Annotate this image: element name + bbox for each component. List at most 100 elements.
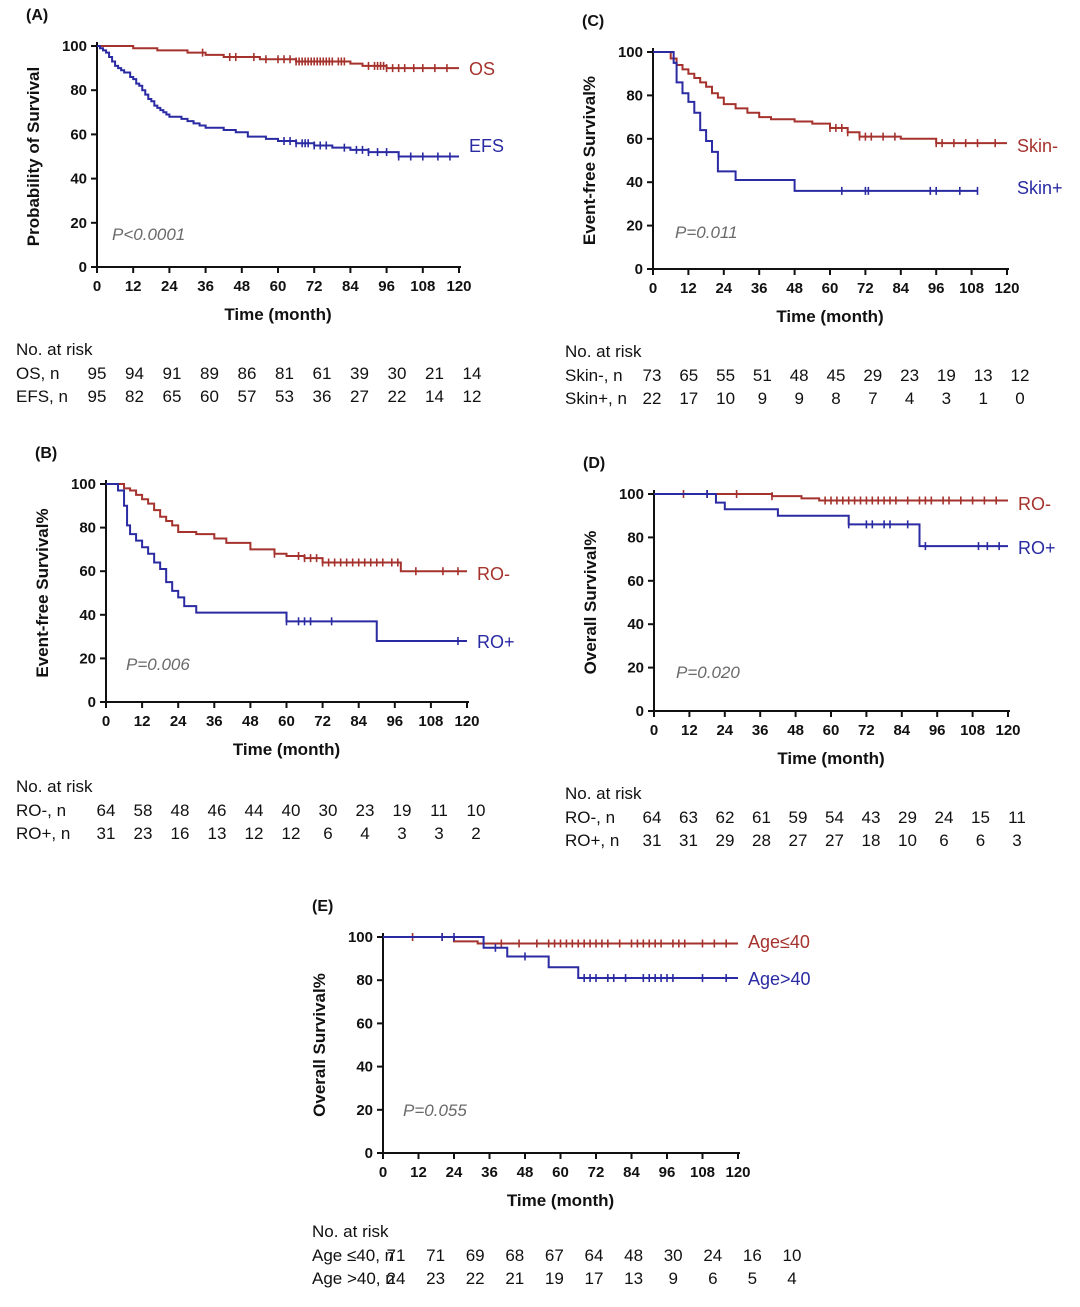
risk-row-label: EFS, n — [16, 387, 68, 406]
risk-count: 86 — [237, 364, 257, 383]
risk-count: 29 — [863, 366, 883, 385]
risk-count: 30 — [663, 1246, 683, 1265]
risk-count: 73 — [642, 366, 662, 385]
risk-count: 1 — [978, 389, 988, 408]
x-tick-label: 36 — [197, 278, 214, 295]
risk-table-row: RO-, n 64 63 62 61 59 54 43 29 24 15 11 — [565, 806, 1037, 829]
x-tick-label: 72 — [314, 713, 331, 730]
y-tick-label: 20 — [627, 660, 644, 677]
risk-count: 22 — [465, 1269, 485, 1288]
panel-label: (B) — [35, 445, 57, 462]
risk-table-row: RO-, n 64 58 48 46 44 40 30 23 19 11 10 — [16, 799, 496, 822]
risk-count: 40 — [281, 801, 301, 820]
y-axis-title: Probability of Survival — [24, 67, 43, 247]
km-curve — [106, 483, 467, 573]
x-tick-label: 0 — [379, 1164, 387, 1181]
risk-count: 21 — [425, 364, 444, 383]
risk-count: 44 — [244, 801, 264, 820]
x-tick-label: 24 — [170, 713, 187, 730]
x-tick-label: 120 — [994, 280, 1019, 297]
y-axis-title: Overall Survival% — [310, 973, 329, 1117]
risk-count: 61 — [752, 808, 771, 827]
risk-count: 64 — [642, 808, 662, 827]
panel-e: (E) 0 20 40 60 80 100 0 12 24 36 48 60 72 84 96 108 120 Ti… — [310, 898, 811, 1210]
y-tick-label: 60 — [627, 573, 644, 590]
series-label: OS — [469, 59, 495, 79]
x-axis-title: Time (month) — [507, 1191, 614, 1210]
x-tick-label: 12 — [134, 713, 151, 730]
risk-row-label: RO-, n — [565, 808, 616, 827]
risk-table-row: OS, n 95 94 91 89 86 81 61 39 30 21 14 — [16, 362, 492, 385]
risk-count: 17 — [679, 389, 699, 408]
risk-count: 6 — [975, 831, 986, 850]
risk-row-label: RO+, n — [16, 824, 71, 843]
x-tick-label: 84 — [892, 280, 909, 297]
x-tick-label: 96 — [386, 713, 403, 730]
risk-count: 31 — [679, 831, 698, 850]
risk-count: 3 — [1012, 831, 1022, 850]
x-tick-label: 0 — [649, 280, 657, 297]
risk-count: 81 — [275, 364, 294, 383]
series-label: Skin- — [1017, 136, 1058, 156]
x-tick-label: 0 — [650, 722, 658, 739]
risk-count: 54 — [825, 808, 844, 827]
km-curve — [383, 936, 738, 980]
x-tick-label: 72 — [858, 722, 875, 739]
y-tick-label: 60 — [70, 126, 87, 143]
risk-count: 23 — [355, 801, 375, 820]
km-curve — [97, 45, 459, 158]
risk-count: 10 — [898, 831, 917, 850]
x-tick-label: 108 — [690, 1164, 715, 1181]
y-tick-label: 20 — [626, 218, 643, 235]
series-ro-: RO- — [654, 490, 1051, 514]
y-tick-label: 20 — [79, 650, 96, 667]
x-tick-label: 108 — [960, 722, 985, 739]
risk-count: 19 — [936, 366, 956, 385]
y-tick-label: 40 — [356, 1059, 373, 1076]
x-tick-label: 60 — [552, 1164, 569, 1181]
risk-count: 24 — [934, 808, 954, 827]
risk-count: 5 — [747, 1269, 758, 1288]
risk-table-row: Skin+, n 22 17 10 9 9 8 7 4 3 1 0 — [565, 387, 1040, 410]
panel-c: (C) 0 20 40 60 80 100 0 12 24 36 48 60 72 84 96 108 120 Ti… — [580, 13, 1063, 326]
risk-count: 19 — [392, 801, 412, 820]
y-tick-label: 100 — [348, 929, 373, 946]
risk-count: 10 — [716, 389, 736, 408]
risk-table-row: Age >40, n 24 23 22 21 19 17 13 9 6 5 4 — [312, 1267, 812, 1290]
risk-count: 6 — [708, 1269, 718, 1288]
x-tick-label: 12 — [410, 1164, 427, 1181]
series-label: EFS — [469, 136, 504, 156]
y-axis-title: Event-free Survival% — [33, 508, 52, 677]
risk-count: 17 — [584, 1269, 604, 1288]
y-tick-label: 0 — [88, 694, 96, 711]
risk-table-title: No. at risk — [16, 340, 93, 359]
risk-count: 4 — [787, 1269, 797, 1288]
risk-table: No. at risk RO-, n 64 63 62 61 59 54 43 29 24 15 11 R… — [565, 782, 1037, 852]
series-skin-: Skin- — [653, 51, 1058, 156]
risk-count: 43 — [861, 808, 881, 827]
risk-count: 16 — [742, 1246, 762, 1265]
x-tick-label: 36 — [481, 1164, 498, 1181]
risk-table: No. at risk OS, n 95 94 91 89 86 81 61 39 30 21 14 EF… — [16, 338, 492, 408]
risk-table-title: No. at risk — [565, 342, 642, 361]
risk-count: 3 — [397, 824, 407, 843]
risk-count: 4 — [904, 389, 915, 408]
risk-table: No. at risk Age ≤40, n 71 71 69 68 67 64 48 30 24 1… — [312, 1220, 812, 1290]
x-axis-title: Time (month) — [233, 740, 340, 759]
x-axis-title: Time (month) — [224, 305, 331, 324]
risk-count: 22 — [387, 387, 407, 406]
risk-count: 51 — [752, 366, 772, 385]
risk-count: 31 — [642, 831, 662, 850]
risk-table-title: No. at risk — [565, 784, 642, 803]
risk-row-label: OS, n — [16, 364, 60, 383]
risk-row-label: Skin+, n — [565, 389, 627, 408]
risk-table-row: Age ≤40, n 71 71 69 68 67 64 48 30 24 16 10 — [312, 1244, 812, 1267]
x-tick-label: 96 — [929, 722, 946, 739]
risk-table-row: RO+, n 31 23 16 13 12 12 6 4 3 3 2 — [16, 822, 496, 845]
x-tick-label: 48 — [517, 1164, 534, 1181]
risk-row-label: Skin-, n — [565, 366, 623, 385]
series-label: RO- — [477, 564, 510, 584]
series-label: RO- — [1018, 494, 1051, 514]
x-tick-label: 12 — [681, 722, 698, 739]
risk-count: 48 — [624, 1246, 644, 1265]
